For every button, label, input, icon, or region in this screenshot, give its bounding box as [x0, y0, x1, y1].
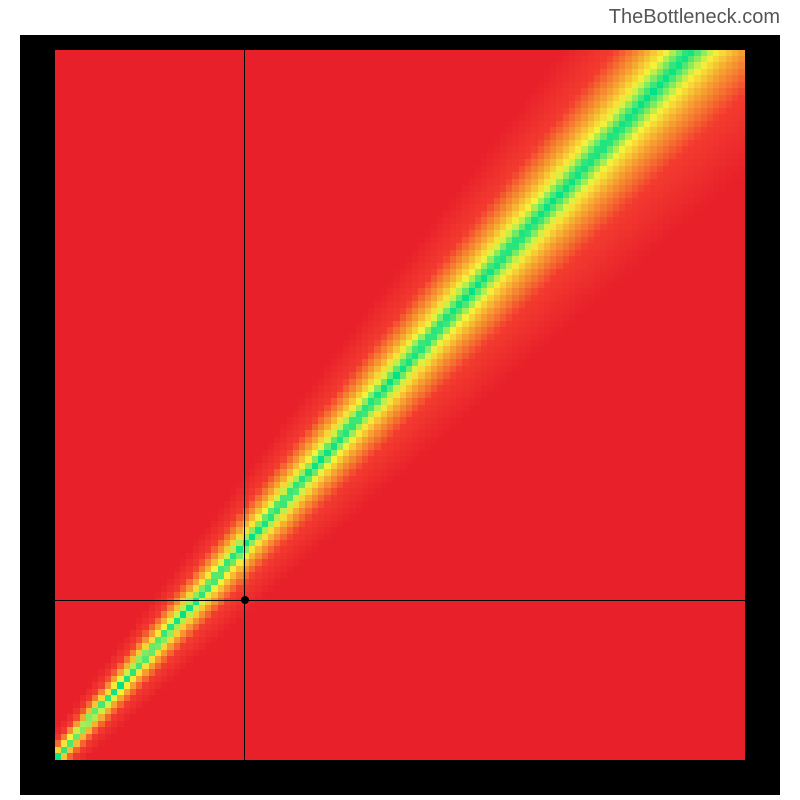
- heatmap-canvas: [55, 50, 745, 760]
- chart-container: TheBottleneck.com: [0, 0, 800, 800]
- attribution-text: TheBottleneck.com: [609, 6, 780, 29]
- heatmap-wrap: [55, 50, 745, 760]
- plot-inner-area: [55, 50, 745, 760]
- plot-outer-frame: [20, 35, 780, 795]
